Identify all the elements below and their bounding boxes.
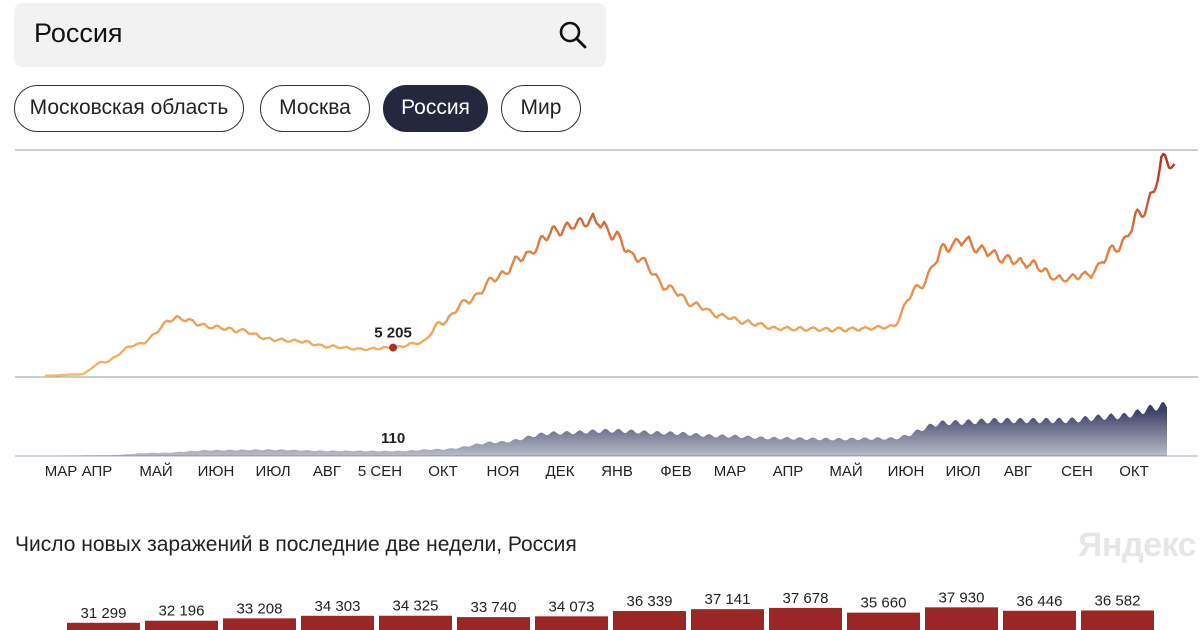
search-bar[interactable]: Россия	[14, 3, 606, 67]
bar[interactable]	[223, 618, 296, 630]
deaths-callout-label: 110	[381, 430, 405, 447]
month-label: 5 СЕН	[358, 463, 402, 480]
yandex-logo: Яндекс	[1078, 526, 1196, 564]
month-label: ИЮЛ	[945, 463, 980, 480]
bar-value-label: 37 930	[939, 589, 985, 606]
month-label: ФЕВ	[660, 463, 691, 480]
month-label: МАЙ	[829, 462, 862, 480]
month-label: АПР	[82, 463, 113, 480]
cases-callout-dot	[389, 343, 398, 352]
bar-value-label: 36 446	[1017, 593, 1063, 610]
month-label: МАР	[714, 463, 747, 480]
month-label: ИЮЛ	[255, 463, 290, 480]
bar-value-label: 36 339	[627, 593, 673, 610]
month-label: АВГ	[1004, 463, 1032, 480]
bar[interactable]	[379, 615, 452, 630]
month-axis: МАР АПР МАЙ ИЮН ИЮЛ АВГ 5 СЕН ОКТ НОЯ ДЕК ЯНВ ФЕВ МА…	[45, 462, 1149, 480]
month-label: ОКТ	[1119, 463, 1149, 480]
bar-value-label: 37 141	[705, 591, 751, 608]
bar-value-label: 33 740	[471, 599, 517, 616]
bar-value-label: 32 196	[159, 603, 205, 620]
month-label: ОКТ	[428, 463, 458, 480]
bar[interactable]	[1003, 610, 1076, 630]
month-label: НОЯ	[486, 463, 519, 480]
month-label: ЯНВ	[601, 463, 633, 480]
cases-chart: 5 205 110 МАР АПР МАЙ ИЮН ИЮЛ АВГ 5 СЕН ОКТ НОЯ Д…	[15, 149, 1198, 480]
bar-value-label: 35 660	[861, 595, 907, 612]
month-label: ИЮН	[888, 463, 925, 480]
chip-moscow-oblast[interactable]: Московская область	[14, 85, 244, 132]
month-label: АПР	[773, 463, 804, 480]
bar-value-label: 34 325	[393, 598, 439, 615]
bar-value-label: 36 582	[1095, 592, 1141, 609]
bar-value-label: 31 299	[81, 605, 127, 622]
cases-line	[45, 152, 1176, 377]
bar-value-label: 34 303	[315, 598, 361, 615]
month-label: ДЕК	[546, 463, 575, 480]
bar[interactable]	[457, 617, 530, 630]
bar-value-label: 33 208	[237, 600, 283, 617]
month-label: АВГ	[313, 463, 341, 480]
month-label: ИЮН	[198, 463, 235, 480]
chip-moscow[interactable]: Москва	[260, 85, 370, 132]
search-input[interactable]: Россия	[34, 18, 123, 48]
bar-value-label: 37 678	[783, 590, 829, 607]
bar[interactable]	[67, 622, 140, 630]
chip-russia[interactable]: Россия	[383, 85, 488, 132]
bar[interactable]	[847, 612, 920, 630]
bar[interactable]	[1081, 610, 1154, 630]
chip-world[interactable]: Мир	[501, 85, 581, 132]
bar[interactable]	[613, 611, 686, 630]
deaths-area	[45, 401, 1167, 456]
bar[interactable]	[145, 620, 218, 630]
bar-value-label: 34 073	[549, 598, 595, 615]
month-label: МАЙ	[139, 462, 172, 480]
search-icon[interactable]	[558, 20, 588, 50]
cases-callout-label: 5 205	[374, 325, 412, 342]
month-label: СЕН	[1061, 463, 1093, 480]
bar[interactable]	[691, 609, 764, 630]
weekly-bars-chart: 31 299 32 196 33 208 34 303 34 325 33 740 34 0…	[67, 589, 1154, 630]
bar[interactable]	[925, 607, 998, 630]
bar[interactable]	[301, 615, 374, 630]
bars-title: Число новых заражений в последние две не…	[15, 533, 577, 556]
bar[interactable]	[535, 616, 608, 630]
bar[interactable]	[769, 607, 842, 630]
month-label: МАР	[45, 463, 78, 480]
